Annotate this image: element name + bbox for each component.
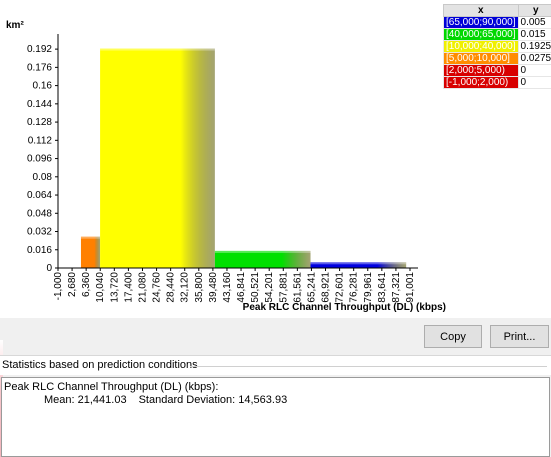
x-tick-label: 79,961 [363, 272, 374, 303]
stats-text-box[interactable]: Peak RLC Channel Throughput (DL) (kbps):… [1, 377, 550, 457]
x-tick-label: -1,000 [53, 272, 64, 301]
bar-highlight [80, 236, 101, 239]
x-tick-label: 13,720 [109, 272, 120, 303]
y-tick-label: 0.032 [27, 227, 52, 238]
legend-bin-label: [10,000;40,000] [443, 40, 519, 53]
histogram-chart: km² 0 0.016 0.032 0.048 0.064 0.08 0.096 0.112 0.… [6, 20, 446, 313]
legend-table: x y [65,000;90,000] 0.005 [40,000;65,000] 0… [443, 4, 551, 89]
y-tick-label: 0.112 [28, 135, 53, 146]
y-tick-label: 0.048 [27, 208, 52, 219]
legend-bin-value: 0.1925 [517, 40, 551, 53]
histogram-bar [214, 250, 311, 268]
x-axis-title: Peak RLC Channel Throughput (DL) (kbps) [243, 302, 446, 313]
y-tick-label: 0.192 [27, 44, 52, 55]
x-tick-label: 46,841 [236, 272, 247, 303]
x-tick-label: 87,321 [391, 272, 402, 303]
x-tick-label: 61,561 [292, 272, 303, 303]
stats-header-label: Statistics based on prediction condition… [2, 359, 198, 371]
legend-bin-label: [-1,000;2,000) [443, 76, 519, 89]
bar-highlight [100, 48, 215, 51]
histogram-bar [80, 236, 101, 268]
legend-bin-label: [40,000;65,000] [443, 28, 519, 41]
legend-header-x: x [443, 4, 519, 17]
stats-section-header: Statistics based on prediction condition… [0, 355, 551, 375]
x-tick-label: 68,921 [321, 272, 332, 303]
legend-bin-value: 0.0275 [517, 52, 551, 65]
histogram-bar [100, 48, 215, 268]
legend-header-y: y [517, 4, 551, 17]
legend-row: [10,000;40,000] 0.1925 [443, 40, 551, 53]
bar-highlight [310, 262, 407, 265]
x-tick-label: 2,680 [67, 272, 78, 297]
y-tick-label: 0.064 [27, 190, 52, 201]
bar-highlight [214, 250, 311, 253]
stats-std-dev: Standard Deviation: 14,563.93 [138, 394, 288, 406]
stats-metric-label: Peak RLC Channel Throughput (DL) (kbps): [4, 381, 219, 393]
y-axis-title: km² [6, 20, 24, 31]
x-tick-label: 72,601 [335, 272, 346, 303]
legend-bin-label: [65,000;90,000] [443, 16, 519, 29]
x-tick-label: 6,360 [81, 272, 92, 297]
y-tick-label: 0 [46, 263, 52, 274]
x-tick-label: 28,440 [166, 272, 177, 303]
stats-header-rule [190, 366, 547, 367]
y-tick-label: 0.144 [27, 99, 52, 110]
y-tick-label: 0.016 [27, 245, 52, 256]
x-tick-label: 91,001 [405, 272, 416, 303]
legend-row: [65,000;90,000] 0.005 [443, 16, 551, 29]
print-button[interactable]: Print... [490, 325, 549, 348]
stats-mean: Mean: 21,441.03 [44, 394, 127, 406]
legend-row: [40,000;65,000] 0.015 [443, 28, 551, 41]
y-tick-label: 0.08 [33, 172, 53, 183]
x-tick-label: 43,160 [222, 272, 233, 303]
y-tick-label: 0.096 [27, 154, 52, 165]
x-tick-label: 57,881 [278, 272, 289, 303]
x-tick-label: 17,400 [123, 272, 134, 303]
legend-bin-value: 0 [517, 76, 551, 89]
y-tick-label: 0.176 [27, 62, 52, 73]
legend-row: [5,000;10,000] 0.0275 [443, 52, 551, 65]
y-tick-label: 0.128 [27, 117, 52, 128]
x-tick-label: 54,201 [264, 272, 275, 303]
legend-bin-label: [5,000;10,000] [443, 52, 519, 65]
legend-bin-value: 0 [517, 64, 551, 77]
x-tick-label: 50,521 [250, 272, 261, 303]
x-tick-label: 32,120 [180, 272, 191, 303]
legend-row: [2,000;5,000) 0 [443, 64, 551, 77]
x-tick-label: 83,641 [377, 272, 388, 303]
chart-panel: km² 0 0.016 0.032 0.048 0.064 0.08 0.096 0.112 0.… [0, 0, 551, 318]
stats-values: Mean: 21,441.03 Standard Deviation: 14,56… [4, 394, 547, 407]
x-tick-label: 10,040 [95, 272, 106, 303]
x-tick-label: 65,241 [306, 272, 317, 303]
x-tick-label: 35,800 [194, 272, 205, 303]
histogram-bar [310, 262, 407, 268]
y-tick-label: 0.16 [33, 81, 53, 92]
x-tick-label: 21,080 [137, 272, 148, 303]
x-tick-label: 76,281 [349, 272, 360, 303]
legend-row: [-1,000;2,000) 0 [443, 76, 551, 89]
x-tick-label: 39,480 [208, 272, 219, 303]
legend-bin-value: 0.005 [517, 16, 551, 29]
copy-button[interactable]: Copy [424, 325, 482, 348]
x-tick-label: 24,760 [152, 272, 163, 303]
legend-bin-value: 0.015 [517, 28, 551, 41]
legend-bin-label: [2,000;5,000) [443, 64, 519, 77]
